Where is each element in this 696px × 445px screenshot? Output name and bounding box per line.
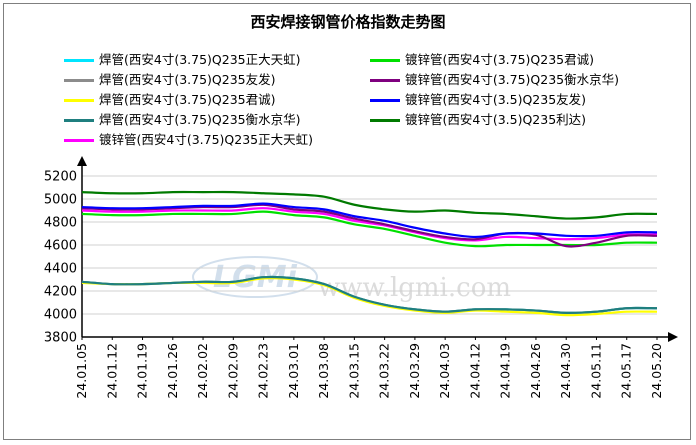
chart-legend: 焊管(西安4寸(3.75)Q235正大天虹) 焊管(西安4寸(3.75)Q235友… (0, 0, 696, 160)
series-line-7 (81, 202, 658, 239)
legend-swatch (370, 99, 400, 102)
series-line-3 (81, 275, 658, 314)
watermark: LGMi www.lgmi.com (192, 256, 511, 303)
y-tick-label: 4400 (44, 262, 77, 277)
watermark-logo-ring (192, 256, 318, 298)
x-tick-label: 24.04.26 (528, 343, 543, 399)
x-tick-label: 24.05.17 (619, 343, 634, 399)
series-line-5 (81, 210, 658, 248)
legend-label: 焊管(西安4寸(3.75)Q235正大天虹) (99, 52, 301, 67)
x-tick-label: 24.02.23 (256, 343, 271, 399)
x-tick-label: 24.04.19 (498, 343, 513, 399)
x-tick-label: 24.03.15 (346, 343, 361, 399)
x-tick-label: 24.05.11 (588, 343, 603, 399)
series-line-4 (81, 207, 658, 242)
legend-label: 镀锌管(西安4寸(3.5)Q235利达) (405, 112, 587, 127)
legend-label: 镀锌管(西安4寸(3.75)Q235正大天虹) (99, 132, 313, 147)
x-tick-label: 24.01.26 (165, 343, 180, 399)
x-tick-label: 24.01.19 (135, 343, 150, 399)
x-tick-label: 24.03.01 (286, 343, 301, 399)
y-tick-label: 4800 (44, 216, 77, 231)
x-tick-label: 24.03.08 (316, 343, 331, 399)
legend-label: 镀锌管(西安4寸(3.5)Q235友发) (405, 92, 587, 107)
y-tick-label: 4600 (44, 239, 77, 254)
y-tick-label: 4200 (44, 285, 77, 300)
x-tick-label: 24.04.30 (558, 343, 573, 399)
legend-swatch (370, 59, 400, 62)
series-line-6 (81, 203, 658, 248)
legend-label: 镀锌管(西安4寸(3.75)Q235衡水京华) (405, 72, 619, 87)
legend-swatch (370, 79, 400, 82)
x-tick-label: 24.04.12 (467, 343, 482, 399)
y-tick-label: 4000 (44, 308, 77, 323)
legend-swatch (64, 59, 94, 62)
x-tick-label: 24.05.20 (649, 343, 664, 399)
x-tick-label: 24.03.22 (377, 343, 392, 399)
watermark-text: www.lgmi.com (318, 273, 511, 303)
legend-swatch (370, 119, 400, 122)
legend-swatch (64, 99, 94, 102)
y-tick-label: 5200 (44, 170, 77, 185)
legend-label: 焊管(西安4寸(3.75)Q235衡水京华) (99, 112, 301, 127)
x-tick-label: 24.01.12 (104, 343, 119, 399)
legend-label: 焊管(西安4寸(3.75)Q235君诚) (99, 92, 276, 107)
y-tick-label: 5000 (44, 193, 77, 208)
x-tick-label: 24.03.29 (407, 343, 422, 399)
x-tick-label: 24.04.03 (437, 343, 452, 399)
series-line-8 (81, 190, 658, 220)
x-tick-label: 24.02.02 (195, 343, 210, 399)
x-tick-label: 24.02.09 (225, 343, 240, 399)
y-tick-label: 3800 (44, 331, 77, 346)
x-tick-label: 24.01.05 (74, 343, 89, 399)
y-axis-arrow (77, 156, 87, 166)
legend-label: 焊管(西安4寸(3.75)Q235友发) (99, 72, 276, 87)
legend-swatch (64, 79, 94, 82)
legend-label: 镀锌管(西安4寸(3.75)Q235君诚) (405, 52, 594, 67)
x-axis-arrow (668, 332, 678, 342)
chart-title: 西安焊接钢管价格指数走势图 (250, 13, 446, 31)
legend-swatch (64, 139, 94, 142)
legend-swatch (64, 119, 94, 122)
